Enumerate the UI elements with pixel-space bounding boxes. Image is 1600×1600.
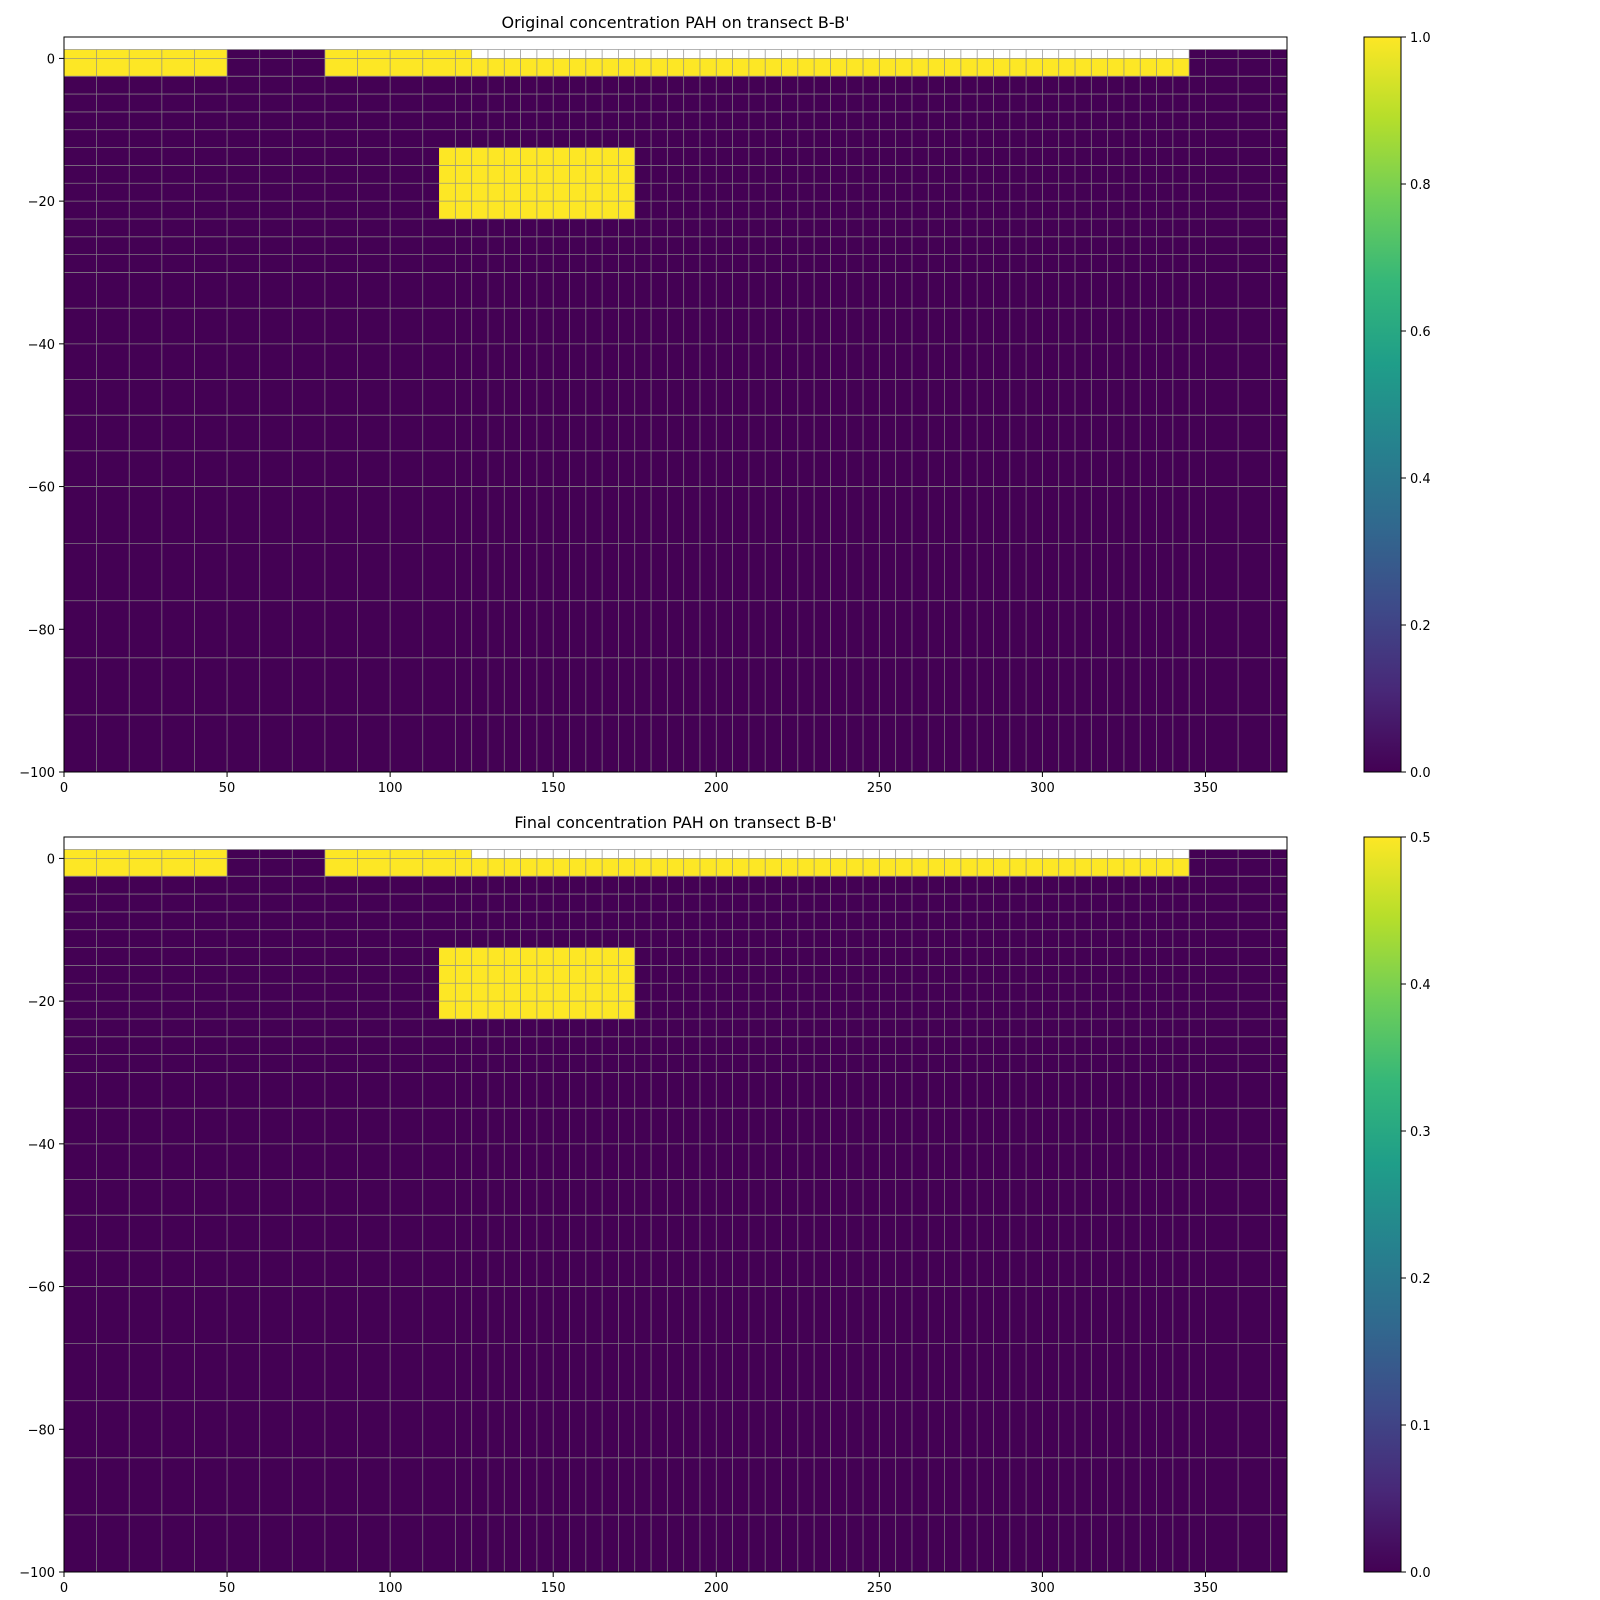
heatmap-final: Final concentration PAH on transect B-B'… xyxy=(19,813,1431,1596)
x-tick-label: 350 xyxy=(1193,781,1218,796)
chart-panel-original: Original concentration PAH on transect B… xyxy=(19,13,1431,796)
chart-title: Final concentration PAH on transect B-B' xyxy=(514,813,836,832)
y-tick-label: −40 xyxy=(28,338,55,353)
x-tick-label: 100 xyxy=(378,781,403,796)
x-tick-label: 50 xyxy=(219,781,236,796)
x-tick-label: 200 xyxy=(704,781,729,796)
y-tick-label: −60 xyxy=(28,1281,55,1296)
y-tick-label: −60 xyxy=(28,481,55,496)
y-tick-label: −100 xyxy=(19,766,55,781)
colorbar xyxy=(1363,836,1402,1573)
heatmap-cell-region-0 xyxy=(64,849,228,877)
colorbar-tick-label: 0.2 xyxy=(1410,1272,1431,1287)
x-tick-label: 100 xyxy=(378,1581,403,1596)
axes-frame xyxy=(63,36,1288,773)
colorbar-tick-label: 0.3 xyxy=(1410,1125,1431,1140)
y-tick-label: 0 xyxy=(47,52,55,67)
colorbar-tick-label: 0.8 xyxy=(1410,178,1431,193)
heatmap-original: Original concentration PAH on transect B… xyxy=(19,13,1431,796)
colorbar xyxy=(1363,36,1402,773)
y-tick-label: −80 xyxy=(28,1423,55,1438)
x-tick-label: 350 xyxy=(1193,1581,1218,1596)
colorbar-tick-label: 0.1 xyxy=(1410,1419,1431,1434)
y-tick-label: −20 xyxy=(28,995,55,1010)
colorbar-tick-label: 0.5 xyxy=(1410,831,1431,846)
x-tick-label: 250 xyxy=(867,781,892,796)
y-tick-label: −80 xyxy=(28,623,55,638)
x-tick-label: 300 xyxy=(1030,781,1055,796)
colorbar-tick-label: 1.0 xyxy=(1410,31,1431,46)
colorbar-tick-label: 0.4 xyxy=(1410,978,1431,993)
chart-panel-final: Final concentration PAH on transect B-B'… xyxy=(0,800,1600,1600)
heatmap-cell-region-1 xyxy=(227,49,325,77)
x-tick-label: 200 xyxy=(704,1581,729,1596)
x-tick-label: 150 xyxy=(541,781,566,796)
heatmap-cell-region-0 xyxy=(64,49,228,77)
heatmap-cell-region-1 xyxy=(227,849,325,877)
colorbar-tick-label: 0.0 xyxy=(1410,1566,1431,1581)
x-tick-label: 300 xyxy=(1030,1581,1055,1596)
x-tick-label: 0 xyxy=(60,1581,68,1596)
chart-title: Original concentration PAH on transect B… xyxy=(502,13,850,32)
colorbar-tick-label: 0.0 xyxy=(1410,766,1431,781)
heatmap-cell-region-2 xyxy=(324,49,472,77)
x-tick-label: 50 xyxy=(219,1581,236,1596)
heatmap-cell-region-2 xyxy=(324,849,472,877)
y-tick-label: −40 xyxy=(28,1138,55,1153)
y-tick-label: −20 xyxy=(28,195,55,210)
heatmap-background-cells xyxy=(64,76,1287,773)
y-tick-label: −100 xyxy=(19,1566,55,1581)
colorbar-tick-label: 0.2 xyxy=(1410,619,1431,634)
axes-frame xyxy=(63,836,1288,1573)
x-tick-label: 250 xyxy=(867,1581,892,1596)
colorbar-tick-label: 0.6 xyxy=(1410,325,1431,340)
x-tick-label: 0 xyxy=(60,781,68,796)
colorbar-tick-label: 0.4 xyxy=(1410,472,1431,487)
x-tick-label: 150 xyxy=(541,1581,566,1596)
y-tick-label: 0 xyxy=(47,852,55,867)
heatmap-background-cells xyxy=(64,876,1287,1572)
